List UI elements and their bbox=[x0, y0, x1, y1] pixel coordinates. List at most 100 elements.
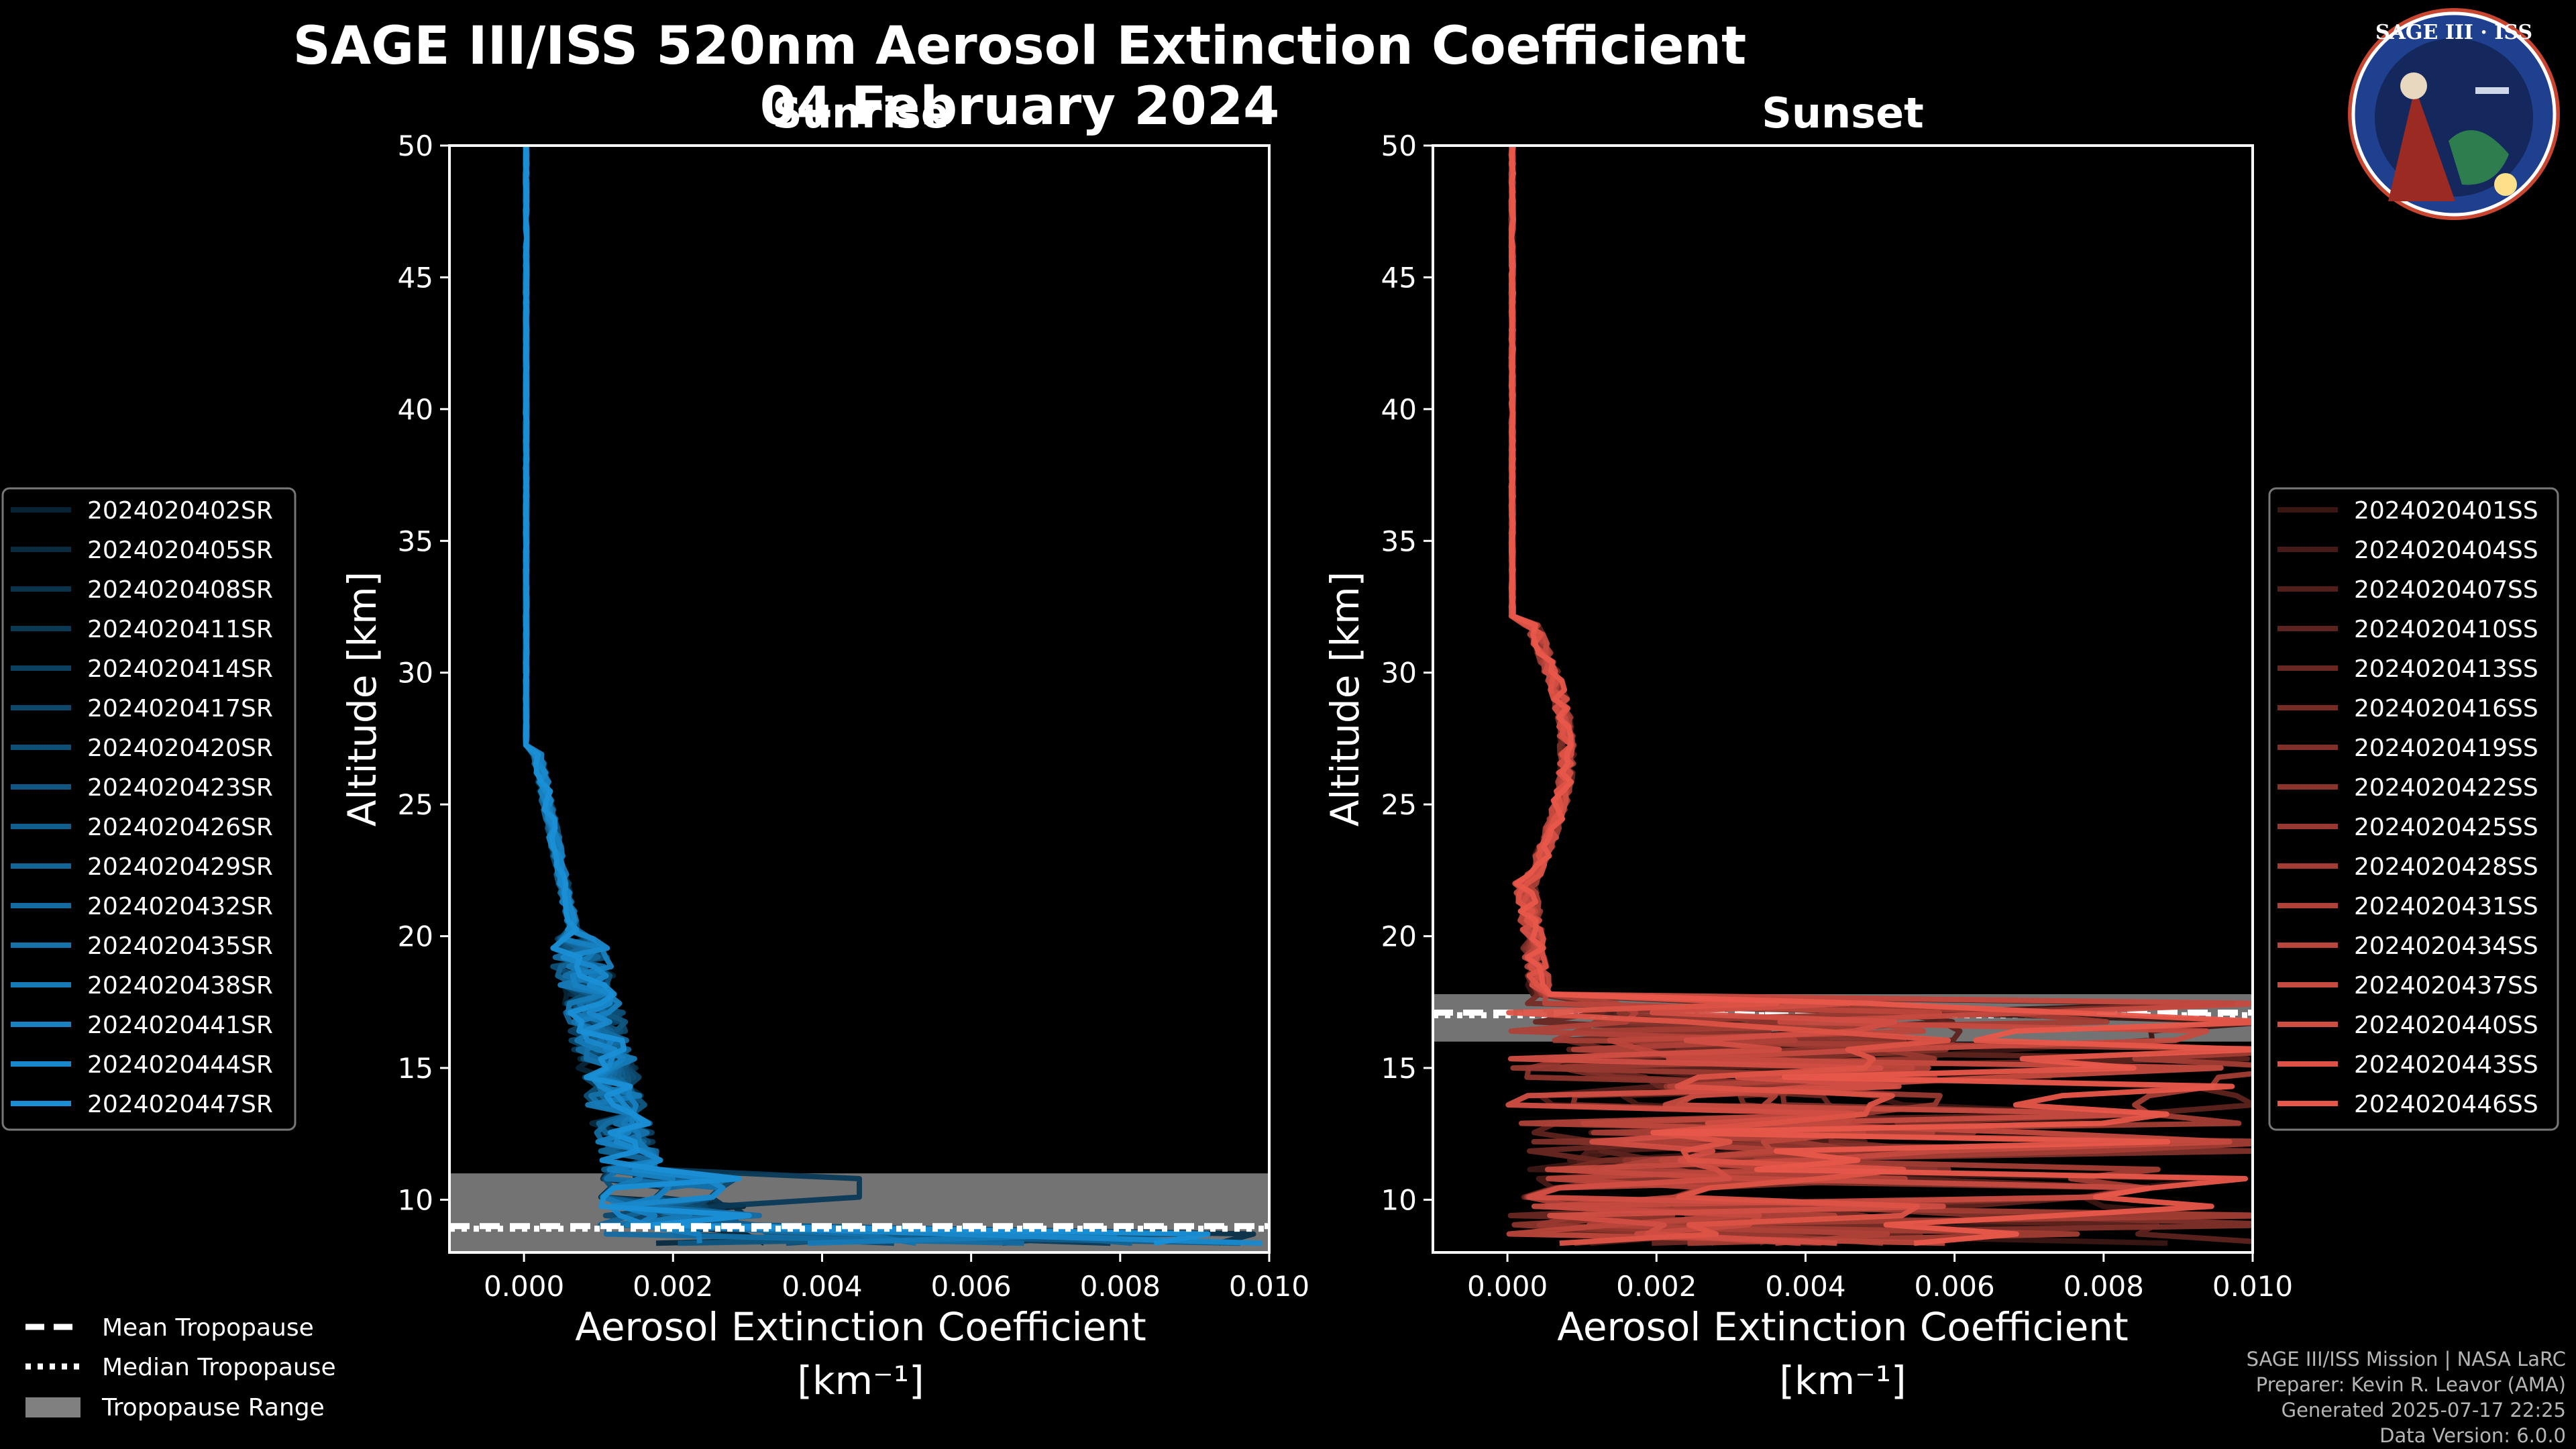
sunrise-legend-label: 2024020444SR bbox=[87, 1051, 273, 1079]
sunrise-panel-title: Sunrise bbox=[772, 89, 949, 138]
sunset-ytick-label: 35 bbox=[1381, 525, 1417, 557]
sunrise-plot-area bbox=[449, 146, 1269, 1252]
sunset-xtick-label: 0.008 bbox=[2063, 1270, 2144, 1303]
sunrise-legend-box bbox=[1, 487, 297, 1131]
sunrise-ylabel: Altitude [km] bbox=[339, 572, 385, 826]
sunset-legend-label: 2024020434SS bbox=[2354, 932, 2538, 960]
sunrise-xtick-label: 0.000 bbox=[484, 1270, 564, 1303]
sunrise-legend-label: 2024020420SR bbox=[87, 735, 273, 762]
sunrise-legend-label: 2024020411SR bbox=[87, 616, 273, 643]
sunrise-legend-label: 2024020438SR bbox=[87, 972, 273, 1000]
tropopause-legend: Mean Tropopause Median Tropopause Tropop… bbox=[25, 1314, 336, 1421]
sunset-xtick-label: 0.000 bbox=[1467, 1270, 1548, 1303]
sunset-xlabel: Aerosol Extinction Coefficient bbox=[1557, 1304, 2129, 1350]
sunset-ytick-label: 50 bbox=[1381, 129, 1417, 162]
sunset-ytick-label: 15 bbox=[1381, 1052, 1417, 1085]
sunrise-legend: 2024020402SR 2024020405SR 2024020408SR 2024… bbox=[1, 487, 297, 1131]
tropopause-range-swatch bbox=[25, 1397, 80, 1417]
credit-data-version: Data Version: 6.0.0 bbox=[2379, 1424, 2566, 1447]
sunset-ytick-label: 10 bbox=[1381, 1183, 1417, 1216]
sunset-legend-label: 2024020428SS bbox=[2354, 853, 2538, 881]
sunset-legend-label: 2024020416SS bbox=[2354, 695, 2538, 722]
sunrise-ytick-label: 40 bbox=[398, 393, 433, 426]
sunrise-plot-frame bbox=[448, 144, 1271, 1254]
sunrise-profile-2024020447SR bbox=[523, 146, 1211, 1246]
sunrise-legend-label: 2024020417SR bbox=[87, 695, 273, 722]
sunset-xtick-label: 0.010 bbox=[2212, 1270, 2293, 1303]
sunset-panel-title: Sunset bbox=[1762, 89, 1924, 138]
mean-tropopause-label: Mean Tropopause bbox=[102, 1314, 314, 1342]
sunset-xtick-label: 0.006 bbox=[1915, 1270, 1995, 1303]
sunrise-ytick-label: 15 bbox=[398, 1052, 433, 1085]
sunrise-xtick-label: 0.010 bbox=[1229, 1270, 1309, 1303]
sunset-ytick-label: 30 bbox=[1381, 657, 1417, 690]
sunset-legend-label: 2024020431SS bbox=[2354, 893, 2538, 920]
sunset-legend-label: 2024020425SS bbox=[2354, 814, 2538, 841]
sunrise-legend-label: 2024020429SR bbox=[87, 853, 273, 881]
logo-earth-land bbox=[2449, 130, 2509, 185]
logo-sun bbox=[2494, 173, 2517, 196]
credit-generated: Generated 2025-07-17 22:25 bbox=[2282, 1399, 2566, 1421]
sage-iii-iss-logo: SAGE III · ISS bbox=[2348, 8, 2560, 220]
sunset-ytick-label: 25 bbox=[1381, 788, 1417, 821]
sunset-ytick-label: 45 bbox=[1381, 261, 1417, 294]
sunrise-xlabel: Aerosol Extinction Coefficient bbox=[575, 1304, 1146, 1350]
logo-figure-shape bbox=[2388, 87, 2455, 201]
logo-station bbox=[2475, 87, 2509, 94]
sunset-legend-label: 2024020440SS bbox=[2354, 1012, 2538, 1039]
sunset-xunit: [km⁻¹] bbox=[1779, 1358, 1906, 1403]
sunset-legend-label: 2024020443SS bbox=[2354, 1051, 2538, 1079]
sunrise-legend-label: 2024020447SR bbox=[87, 1091, 273, 1118]
sunrise-xtick-label: 0.002 bbox=[633, 1270, 713, 1303]
tropopause-range-label: Tropopause Range bbox=[101, 1394, 325, 1421]
sunset-legend-label: 2024020413SS bbox=[2354, 655, 2538, 683]
sunrise-ytick-label: 30 bbox=[398, 657, 433, 690]
sunrise-ytick-label: 20 bbox=[398, 920, 433, 953]
sunset-legend-label: 2024020404SS bbox=[2354, 537, 2538, 564]
sunset-xtick-label: 0.004 bbox=[1765, 1270, 1845, 1303]
sunset-plot: 10 15 20 25 30 35 40 45 50 0.000 0.002 0.004 0.006 0… bbox=[1322, 129, 2293, 1403]
sunrise-legend-label: 2024020441SR bbox=[87, 1012, 273, 1039]
sunrise-ytick-label: 45 bbox=[398, 261, 433, 294]
sunset-ytick-label: 20 bbox=[1381, 920, 1417, 953]
sunset-ylabel: Altitude [km] bbox=[1322, 572, 1368, 826]
sunrise-legend-label: 2024020435SR bbox=[87, 932, 273, 960]
credit-mission: SAGE III/ISS Mission | NASA LaRC bbox=[2247, 1348, 2566, 1371]
sunrise-ytick-label: 25 bbox=[398, 788, 433, 821]
sunrise-ytick-label: 10 bbox=[398, 1183, 433, 1216]
sunset-legend-box bbox=[2268, 487, 2559, 1131]
credits: SAGE III/ISS Mission | NASA LaRC Prepare… bbox=[2247, 1348, 2566, 1447]
sunset-legend: 2024020401SS 2024020404SS 2024020407SS 2024… bbox=[2268, 487, 2559, 1131]
sunrise-ytick-label: 35 bbox=[398, 525, 433, 557]
figure-title-line2: 04 February 2024 bbox=[760, 76, 1280, 137]
sunrise-xtick-label: 0.008 bbox=[1080, 1270, 1161, 1303]
sunrise-legend-label: 2024020405SR bbox=[87, 537, 273, 564]
sunrise-legend-label: 2024020423SR bbox=[87, 774, 273, 802]
sunrise-legend-label: 2024020426SR bbox=[87, 814, 273, 841]
sunset-legend-label: 2024020419SS bbox=[2354, 735, 2538, 762]
sunrise-xtick-label: 0.004 bbox=[782, 1270, 862, 1303]
sunset-legend-label: 2024020407SS bbox=[2354, 576, 2538, 604]
sunset-ytick-label: 40 bbox=[1381, 393, 1417, 426]
sunrise-legend-label: 2024020402SR bbox=[87, 497, 273, 525]
sunrise-plot: 10 15 20 25 30 35 40 45 50 0.000 0.002 0.004 0.006 0… bbox=[339, 129, 1309, 1403]
sunrise-legend-label: 2024020408SR bbox=[87, 576, 273, 604]
logo-figure-head bbox=[2400, 72, 2427, 99]
median-tropopause-label: Median Tropopause bbox=[102, 1354, 336, 1381]
sunset-plot-frame bbox=[1432, 144, 2254, 1254]
sunrise-xunit: [km⁻¹] bbox=[797, 1358, 924, 1403]
sunset-xtick-label: 0.002 bbox=[1616, 1270, 1697, 1303]
sunset-legend-label: 2024020437SS bbox=[2354, 972, 2538, 1000]
sunrise-ytick-label: 50 bbox=[398, 129, 433, 162]
sunset-legend-label: 2024020410SS bbox=[2354, 616, 2538, 643]
credit-preparer: Preparer: Kevin R. Leavor (AMA) bbox=[2256, 1373, 2566, 1396]
figure-title-line1: SAGE III/ISS 520nm Aerosol Extinction Co… bbox=[293, 16, 1747, 76]
sunset-legend-label: 2024020422SS bbox=[2354, 774, 2538, 802]
sunset-legend-label: 2024020446SS bbox=[2354, 1091, 2538, 1118]
logo-title: SAGE III · ISS bbox=[2375, 21, 2532, 44]
sunrise-legend-label: 2024020432SR bbox=[87, 893, 273, 920]
sunset-legend-label: 2024020401SS bbox=[2354, 497, 2538, 525]
sunrise-xtick-label: 0.006 bbox=[931, 1270, 1012, 1303]
sunrise-legend-label: 2024020414SR bbox=[87, 655, 273, 683]
